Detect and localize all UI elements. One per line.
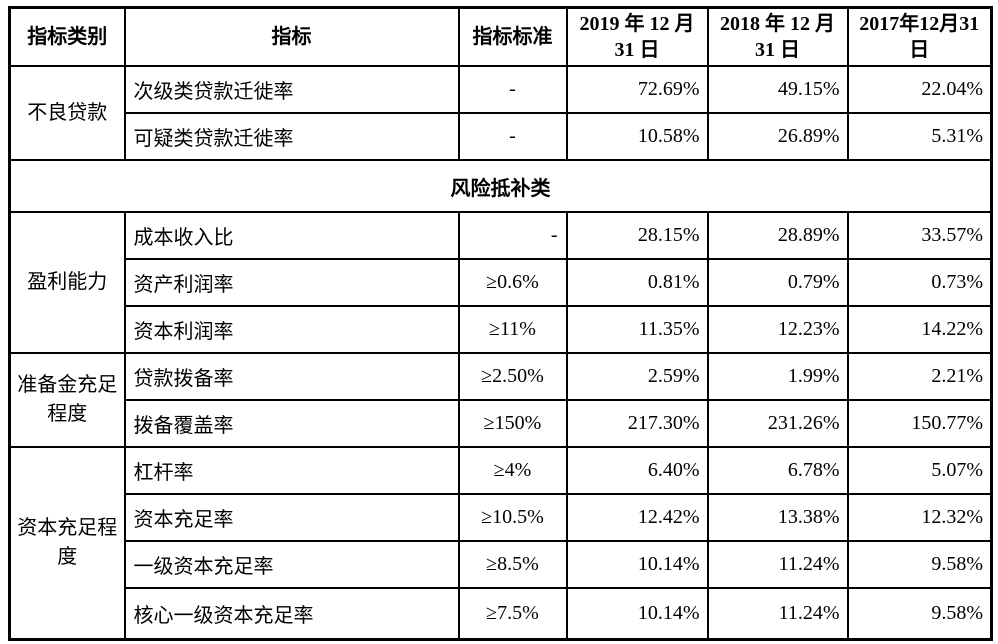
section-label: 风险抵补类: [8, 159, 993, 213]
standard-cell: ≥11%: [457, 305, 568, 354]
table-row: 资本利润率 ≥11% 11.35% 12.23% 14.22%: [10, 305, 993, 354]
value-cell-2017: 5.31%: [846, 112, 993, 161]
indicator-cell: 一级资本充足率: [123, 540, 460, 589]
value-cell-2017: 33.57%: [846, 211, 993, 260]
col-header-indicator: 指标: [123, 6, 460, 67]
header-row: 指标类别 指标 指标标准 2019 年 12 月 31 日 2018 年 12 …: [8, 6, 993, 67]
value-cell-2017: 0.73%: [846, 258, 993, 307]
standard-cell: ≥0.6%: [457, 258, 568, 307]
value-cell-2019: 12.42%: [565, 493, 709, 542]
value-cell-2018: 26.89%: [706, 112, 849, 161]
indicator-cell: 贷款拨备率: [123, 352, 460, 401]
value-cell-2017: 2.21%: [846, 352, 993, 401]
value-cell-2018: 13.38%: [706, 493, 849, 542]
table-row: 拨备覆盖率 ≥150% 217.30% 231.26% 150.77%: [10, 399, 993, 448]
value-cell-2018: 49.15%: [706, 65, 849, 114]
value-cell-2018: 231.26%: [706, 399, 849, 448]
value-cell-2019: 0.81%: [565, 258, 709, 307]
category-cell-npl: 不良贷款: [8, 65, 126, 161]
value-cell-2017: 150.77%: [846, 399, 993, 448]
standard-cell: ≥150%: [457, 399, 568, 448]
table-row: 资本充足程度 杠杆率 ≥4% 6.40% 6.78% 5.07%: [8, 446, 993, 640]
standard-cell: ≥10.5%: [457, 493, 568, 542]
col-header-standard: 指标标准: [457, 6, 568, 67]
col-header-category: 指标类别: [8, 6, 126, 67]
standard-cell: ≥2.50%: [457, 352, 568, 401]
category-cell-reserve-adequacy: 准备金充足程度: [8, 352, 126, 448]
standard-cell: ≥7.5%: [457, 587, 568, 640]
indicator-cell: 可疑类贷款迁徙率: [123, 112, 460, 161]
table-row: 盈利能力 成本收入比 - 28.15% 28.89% 33.57%: [8, 211, 993, 354]
value-cell-2018: 11.24%: [706, 587, 849, 640]
section-row: 风险抵补类: [8, 159, 993, 213]
indicator-cell: 资本充足率: [123, 493, 460, 542]
indicator-cell: 资产利润率: [123, 258, 460, 307]
indicator-cell: 成本收入比: [123, 211, 460, 260]
value-cell-2019: 11.35%: [565, 305, 709, 354]
table-row: 核心一级资本充足率 ≥7.5% 10.14% 11.24% 9.58%: [10, 587, 993, 640]
value-cell-2019: 72.69%: [565, 65, 709, 114]
value-cell-2018: 1.99%: [706, 352, 849, 401]
value-cell-2018: 28.89%: [706, 211, 849, 260]
indicator-cell: 拨备覆盖率: [123, 399, 460, 448]
standard-cell: ≥4%: [457, 446, 568, 495]
table-row: 资本充足率 ≥10.5% 12.42% 13.38% 12.32%: [10, 493, 993, 542]
value-cell-2018: 11.24%: [706, 540, 849, 589]
standard-cell: -: [457, 112, 568, 161]
value-cell-2019: 6.40%: [565, 446, 709, 495]
table-row: 一级资本充足率 ≥8.5% 10.14% 11.24% 9.58%: [10, 540, 993, 589]
indicator-cell: 杠杆率: [123, 446, 460, 495]
value-cell-2017: 9.58%: [846, 540, 993, 589]
standard-cell: ≥8.5%: [457, 540, 568, 589]
value-cell-2017: 22.04%: [846, 65, 993, 114]
value-cell-2018: 12.23%: [706, 305, 849, 354]
value-cell-2019: 10.58%: [565, 112, 709, 161]
indicator-cell: 次级类贷款迁徙率: [123, 65, 460, 114]
value-cell-2019: 10.14%: [565, 540, 709, 589]
value-cell-2019: 10.14%: [565, 587, 709, 640]
value-cell-2017: 12.32%: [846, 493, 993, 542]
col-header-2018: 2018 年 12 月 31 日: [706, 6, 849, 67]
value-cell-2019: 217.30%: [565, 399, 709, 448]
col-header-2017: 2017年12月31日: [846, 6, 993, 67]
table-row: 可疑类贷款迁徙率 - 10.58% 26.89% 5.31%: [10, 112, 993, 161]
standard-cell: -: [457, 211, 568, 260]
table-row: 资产利润率 ≥0.6% 0.81% 0.79% 0.73%: [10, 258, 993, 307]
indicator-cell: 资本利润率: [123, 305, 460, 354]
category-cell-profitability: 盈利能力: [8, 211, 126, 354]
value-cell-2019: 28.15%: [565, 211, 709, 260]
value-cell-2017: 9.58%: [846, 587, 993, 640]
category-cell-capital-adequacy: 资本充足程度: [8, 446, 126, 640]
value-cell-2017: 5.07%: [846, 446, 993, 495]
regulatory-indicator-table: 指标类别 指标 指标标准 2019 年 12 月 31 日 2018 年 12 …: [8, 6, 993, 641]
value-cell-2018: 0.79%: [706, 258, 849, 307]
table-row: 准备金充足程度 贷款拨备率 ≥2.50% 2.59% 1.99% 2.21%: [8, 352, 993, 448]
standard-cell: -: [457, 65, 568, 114]
value-cell-2019: 2.59%: [565, 352, 709, 401]
indicator-cell: 核心一级资本充足率: [123, 587, 460, 640]
value-cell-2017: 14.22%: [846, 305, 993, 354]
col-header-2019: 2019 年 12 月 31 日: [565, 6, 709, 67]
table-row: 不良贷款 次级类贷款迁徙率 - 72.69% 49.15% 22.04%: [8, 65, 993, 161]
value-cell-2018: 6.78%: [706, 446, 849, 495]
